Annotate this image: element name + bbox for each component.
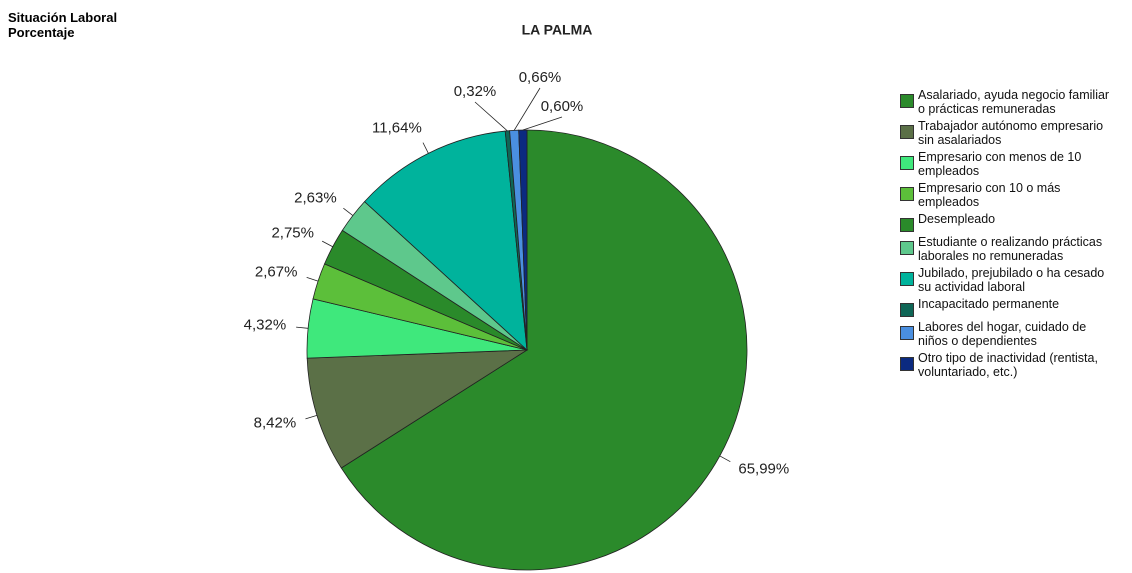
data-label: 2,75% — [271, 225, 314, 242]
legend-label: Estudiante o realizando prácticas labora… — [918, 235, 1103, 263]
legend-swatch — [900, 272, 914, 286]
legend-label: Empresario con 10 o más empleados — [918, 181, 1061, 209]
legend-swatch — [900, 218, 914, 232]
header: Situación Laboral Porcentaje — [8, 10, 117, 40]
legend-swatch — [900, 241, 914, 255]
leader-line — [513, 87, 541, 131]
legend-swatch — [900, 326, 914, 340]
legend-item: Desempleado — [900, 212, 1115, 232]
leader-line — [343, 207, 354, 216]
legend-swatch — [900, 187, 914, 201]
legend-item: Estudiante o realizando prácticas labora… — [900, 235, 1115, 263]
pie-slice — [363, 130, 528, 351]
data-label: 0,60% — [541, 98, 584, 115]
legend-item: Trabajador autónomo empresario sin asala… — [900, 119, 1115, 147]
data-label: 65,99% — [738, 460, 789, 477]
data-label: 0,66% — [519, 69, 562, 86]
header-line: Porcentaje — [8, 25, 75, 40]
data-label: 4,32% — [244, 317, 287, 334]
legend-label: Jubilado, prejubilado o ha cesado su act… — [918, 266, 1105, 294]
legend-item: Incapacitado permanente — [900, 297, 1115, 317]
legend-label: Otro tipo de inactividad (rentista, volu… — [918, 351, 1098, 379]
leader-line — [719, 455, 731, 463]
legend-swatch — [900, 125, 914, 139]
legend-swatch — [900, 94, 914, 108]
data-label: 2,67% — [255, 263, 298, 280]
legend-item: Jubilado, prejubilado o ha cesado su act… — [900, 266, 1115, 294]
legend-item: Empresario con 10 o más empleados — [900, 181, 1115, 209]
legend-item: Empresario con menos de 10 empleados — [900, 150, 1115, 178]
data-label: 11,64% — [372, 119, 422, 136]
legend-swatch — [900, 156, 914, 170]
legend-label: Empresario con menos de 10 empleados — [918, 150, 1082, 178]
legend-item: Asalariado, ayuda negocio familiar o prá… — [900, 88, 1115, 116]
legend-label: Asalariado, ayuda negocio familiar o prá… — [918, 88, 1110, 116]
leader-line — [474, 101, 508, 132]
legend-label: Labores del hogar, cuidado de niños o de… — [918, 320, 1087, 348]
leader-line — [296, 326, 309, 329]
legend-label: Desempleado — [918, 212, 996, 226]
data-label: 0,32% — [454, 83, 497, 100]
legend-swatch — [900, 357, 914, 371]
leader-line — [306, 277, 319, 282]
legend-label: Trabajador autónomo empresario sin asala… — [918, 119, 1104, 147]
leader-line — [321, 240, 333, 248]
legend: Asalariado, ayuda negocio familiar o prá… — [900, 88, 1115, 382]
header-line: Situación Laboral — [8, 10, 118, 25]
data-label: 2,63% — [294, 189, 337, 206]
legend-swatch — [900, 303, 914, 317]
pie-slice — [518, 129, 528, 351]
data-label: 8,42% — [254, 415, 297, 432]
legend-item: Labores del hogar, cuidado de niños o de… — [900, 320, 1115, 348]
legend-label: Incapacitado permanente — [918, 297, 1060, 311]
legend-item: Otro tipo de inactividad (rentista, volu… — [900, 351, 1115, 379]
leader-line — [422, 142, 429, 154]
leader-line — [522, 116, 563, 131]
chart-title: LA PALMA — [522, 22, 593, 38]
leader-line — [305, 414, 318, 420]
pie-slice — [340, 129, 748, 571]
